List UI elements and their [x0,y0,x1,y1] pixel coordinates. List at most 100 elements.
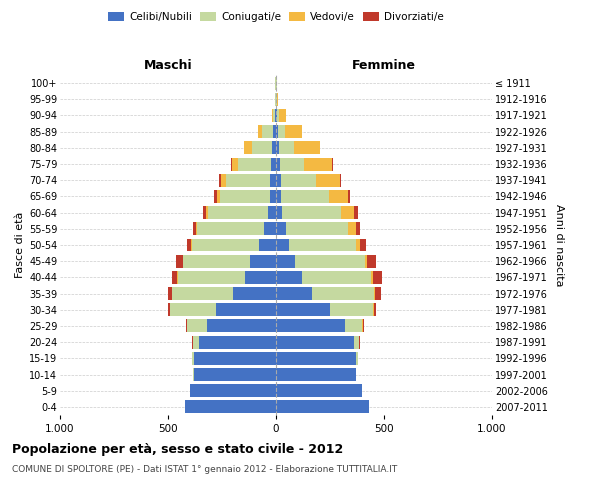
Bar [280,158,304,170]
Text: Maschi: Maschi [143,59,193,72]
Text: Femmine: Femmine [352,59,416,72]
Bar [349,222,356,235]
Bar [289,238,356,252]
Bar [286,222,349,235]
Bar [316,174,340,186]
Bar [354,336,359,348]
Bar [276,238,289,252]
Bar [193,222,196,235]
Bar [374,304,376,316]
Bar [276,368,356,381]
Bar [271,158,276,170]
Bar [374,287,376,300]
Bar [360,238,365,252]
Bar [283,206,341,219]
Text: COMUNE DI SPOLTORE (PE) - Dati ISTAT 1° gennaio 2012 - Elaborazione TUTTITALIA.I: COMUNE DI SPOLTORE (PE) - Dati ISTAT 1° … [12,465,397,474]
Bar [226,174,269,186]
Bar [245,271,276,284]
Bar [276,352,356,365]
Bar [276,320,345,332]
Bar [197,222,264,235]
Bar [356,352,358,365]
Bar [341,206,354,219]
Bar [340,174,341,186]
Bar [276,271,302,284]
Bar [220,190,269,203]
Bar [354,206,358,219]
Bar [277,109,279,122]
Bar [217,190,220,203]
Bar [193,336,199,348]
Text: Popolazione per età, sesso e stato civile - 2012: Popolazione per età, sesso e stato civil… [12,442,343,456]
Bar [194,352,276,365]
Bar [172,271,177,284]
Bar [238,158,271,170]
Bar [371,271,373,284]
Bar [252,142,272,154]
Bar [244,142,252,154]
Bar [257,125,262,138]
Bar [194,368,276,381]
Bar [345,320,362,332]
Bar [232,158,238,170]
Bar [273,125,276,138]
Bar [192,238,259,252]
Bar [356,238,360,252]
Bar [276,174,281,186]
Bar [176,254,182,268]
Bar [203,206,206,219]
Bar [367,254,376,268]
Bar [187,238,191,252]
Bar [264,222,276,235]
Bar [281,174,316,186]
Bar [272,142,276,154]
Bar [272,109,273,122]
Bar [332,158,333,170]
Bar [365,254,367,268]
Bar [304,158,332,170]
Bar [262,125,273,138]
Bar [302,271,371,284]
Bar [363,320,364,332]
Bar [279,142,295,154]
Bar [373,271,382,284]
Y-axis label: Anni di nascita: Anni di nascita [554,204,565,286]
Bar [284,125,302,138]
Bar [276,158,280,170]
Bar [268,206,276,219]
Bar [230,158,232,170]
Bar [269,190,276,203]
Bar [250,254,276,268]
Bar [349,190,350,203]
Bar [330,304,373,316]
Bar [376,287,381,300]
Bar [167,287,172,300]
Bar [170,304,215,316]
Bar [356,222,360,235]
Bar [269,174,276,186]
Bar [276,206,283,219]
Bar [192,352,194,365]
Bar [329,190,349,203]
Bar [276,222,286,235]
Bar [295,254,365,268]
Bar [276,190,281,203]
Bar [279,109,286,122]
Bar [178,271,245,284]
Bar [311,287,374,300]
Bar [172,287,233,300]
Bar [199,336,276,348]
Bar [276,400,369,413]
Bar [183,254,250,268]
Bar [207,320,276,332]
Bar [221,174,226,186]
Bar [233,287,276,300]
Bar [215,304,276,316]
Bar [281,190,329,203]
Bar [276,304,330,316]
Bar [277,93,278,106]
Bar [196,222,197,235]
Bar [276,254,295,268]
Bar [276,336,354,348]
Bar [276,125,278,138]
